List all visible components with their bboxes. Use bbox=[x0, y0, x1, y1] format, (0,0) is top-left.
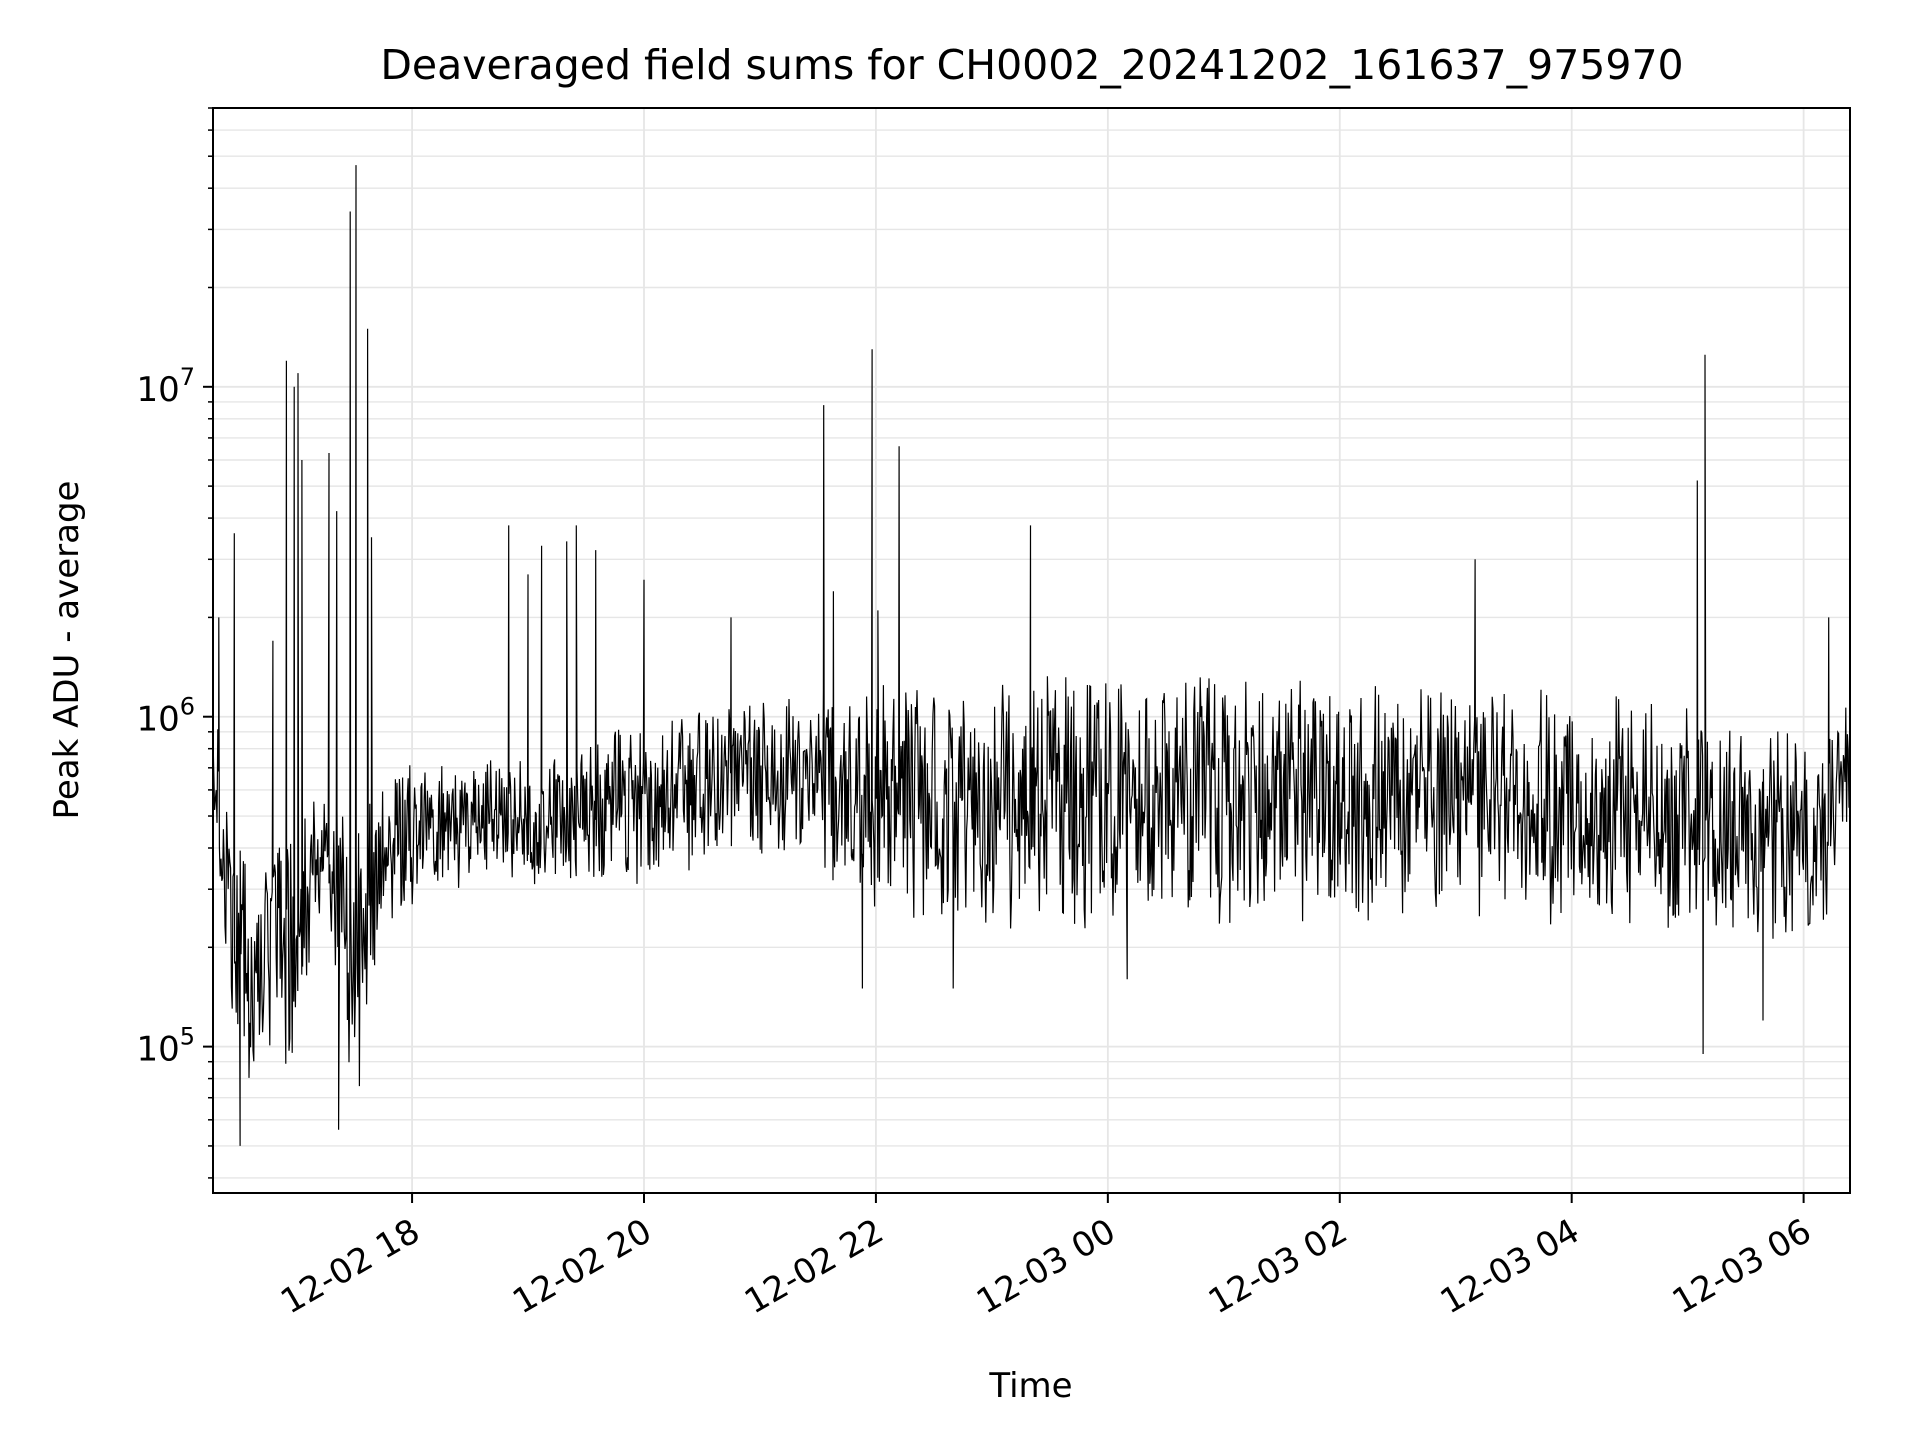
x-axis-label: Time bbox=[988, 1366, 1072, 1406]
chart-title: Deaveraged field sums for CH0002_2024120… bbox=[380, 41, 1683, 89]
y-axis: 105 106 107 bbox=[136, 107, 213, 1179]
data-layer bbox=[212, 165, 1851, 1146]
plot-area-frame bbox=[212, 107, 1851, 1194]
y-axis-label: Peak ADU - average bbox=[47, 481, 87, 820]
y-tick-label: 107 bbox=[136, 363, 195, 410]
y-tick-label: 105 bbox=[136, 1023, 195, 1070]
series-line bbox=[212, 165, 1851, 1146]
y-tick-label: 106 bbox=[136, 693, 195, 740]
